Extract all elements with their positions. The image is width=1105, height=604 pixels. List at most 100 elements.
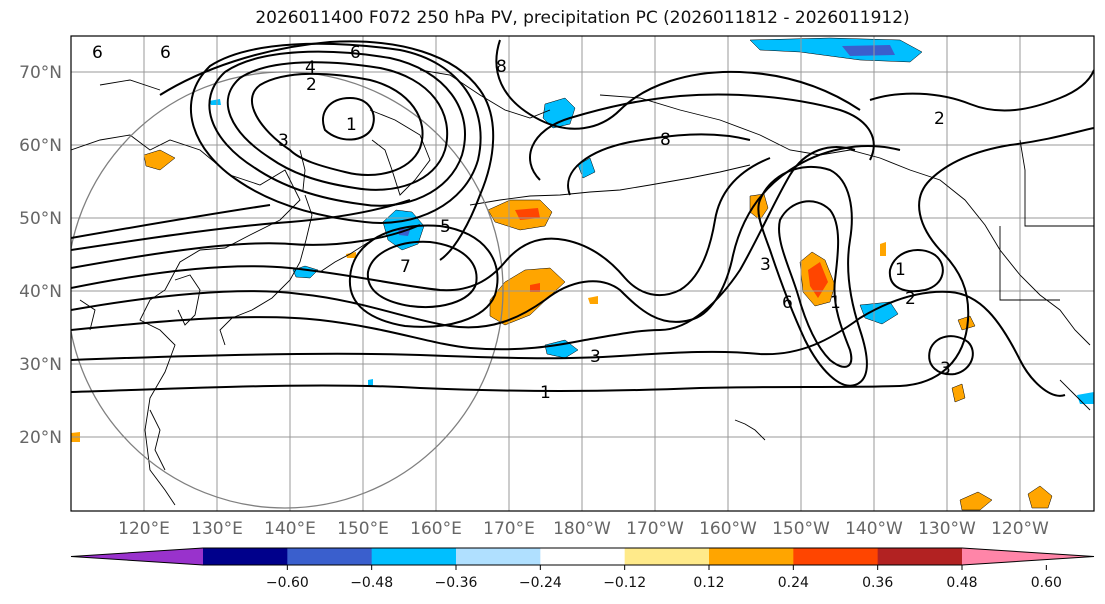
colorbar-segment bbox=[456, 548, 541, 565]
contour-label: 6 bbox=[92, 43, 103, 63]
coast-hawaii bbox=[734, 419, 766, 441]
lat-label: 20°N bbox=[19, 428, 62, 448]
pv-small-ring-3 bbox=[928, 335, 974, 376]
contour-label: 1 bbox=[346, 115, 357, 135]
pv-contour-7 bbox=[71, 199, 411, 251]
coast-asia bbox=[71, 134, 301, 506]
contour-label: 7 bbox=[400, 257, 411, 277]
colorbar-segment bbox=[793, 548, 879, 565]
lon-label: 160°E bbox=[410, 519, 462, 539]
colorbar-segment bbox=[540, 548, 626, 565]
lon-label: 180°W bbox=[553, 519, 611, 539]
colorbar-tick-label: −0.48 bbox=[350, 575, 393, 591]
contour-label: 3 bbox=[590, 347, 601, 367]
contour-label: 8 bbox=[660, 130, 671, 150]
colorbar-tick-label: −0.36 bbox=[435, 575, 478, 591]
colorbar-segment bbox=[709, 548, 794, 565]
map-title: 2026011400 F072 250 hPa PV, precipitatio… bbox=[255, 8, 910, 28]
contour-label: 5 bbox=[440, 217, 451, 237]
lon-label: 150°W bbox=[772, 519, 830, 539]
colorbar: −0.60 −0.48 −0.36 −0.24 −0.12 0.12 0.24 0.36 0.4… bbox=[70, 547, 1095, 591]
contour-label: 2 bbox=[905, 289, 916, 309]
colorbar-tick-label: −0.24 bbox=[519, 575, 562, 591]
contour-label: 1 bbox=[830, 293, 841, 313]
pv-bering-ridge bbox=[495, 39, 861, 130]
lat-label: 60°N bbox=[19, 136, 62, 156]
pv-small-ring-1 bbox=[888, 249, 944, 293]
colorbar-tick-label: 0.48 bbox=[946, 575, 977, 591]
pv-polar-ring-1 bbox=[250, 72, 424, 176]
lon-label: 170°W bbox=[626, 519, 684, 539]
lon-label: 150°E bbox=[337, 519, 389, 539]
colorbar-tick-label: −0.12 bbox=[603, 575, 646, 591]
colorbar-segment bbox=[371, 548, 457, 565]
lon-label: 170°E bbox=[483, 519, 535, 539]
pv-polar-ring-5 bbox=[322, 96, 375, 141]
longitude-labels: 120°E 130°E 140°E 150°E 160°E 170°E 180°… bbox=[118, 519, 1049, 539]
coast-aleutians bbox=[469, 164, 751, 206]
coast-sakhalin bbox=[299, 149, 306, 191]
contour-label: 1 bbox=[895, 260, 906, 280]
contour-label: 6 bbox=[782, 293, 793, 313]
contour-labels: 6 6 4 2 1 3 8 8 5 7 3 6 1 2 1 3 3 1 2 6 bbox=[92, 43, 951, 403]
lat-label: 50°N bbox=[19, 209, 62, 229]
pv-cutoff-low bbox=[366, 240, 478, 308]
contour-label: 2 bbox=[306, 75, 317, 95]
colorbar-segment bbox=[624, 548, 710, 565]
colorbar-tick-label: −0.60 bbox=[266, 575, 309, 591]
lat-label: 70°N bbox=[19, 63, 62, 83]
lon-label: 130°E bbox=[191, 519, 243, 539]
contour-label: 8 bbox=[496, 57, 507, 77]
contour-label: 1 bbox=[540, 383, 551, 403]
colorbar-extend-high bbox=[962, 548, 1094, 565]
contour-label: 6 bbox=[350, 43, 361, 63]
lon-label: 160°W bbox=[699, 519, 757, 539]
lon-label: 140°W bbox=[845, 519, 903, 539]
colorbar-tick-label: 0.12 bbox=[693, 575, 724, 591]
coast-mexico bbox=[1059, 379, 1091, 411]
colorbar-tick-label: 0.36 bbox=[862, 575, 893, 591]
pv-contour-8 bbox=[71, 204, 271, 239]
map-frame bbox=[70, 35, 1095, 512]
pv-cutoff-low-outer bbox=[348, 224, 499, 328]
coast-kamchatka bbox=[369, 109, 431, 196]
precip-negative-arctic bbox=[749, 37, 923, 63]
colorbar-outline bbox=[70, 547, 1095, 566]
pv-bering-ridge-2 bbox=[529, 93, 875, 181]
contour-label: 3 bbox=[278, 131, 289, 151]
precip-negative-bering bbox=[542, 97, 576, 129]
pv-polar-ring-2 bbox=[226, 61, 449, 191]
contour-label: 3 bbox=[940, 359, 951, 379]
contour-label: 2 bbox=[934, 109, 945, 129]
lon-label: 140°E bbox=[264, 519, 316, 539]
pv-bering-ridge-3 bbox=[567, 133, 751, 196]
pv-contours bbox=[71, 39, 1094, 397]
pv-contour-2 bbox=[71, 290, 1066, 397]
colorbar-tick-label: 0.60 bbox=[1031, 575, 1062, 591]
pv-polar-ring-4 bbox=[189, 42, 482, 224]
pv-polar-ring-3 bbox=[208, 50, 467, 207]
colorbar-segment bbox=[287, 548, 373, 565]
contour-label: 4 bbox=[305, 58, 316, 78]
pv-east-ridge bbox=[869, 69, 1094, 112]
lon-label: 130°W bbox=[918, 519, 976, 539]
coast-japan bbox=[219, 194, 313, 346]
range-circle bbox=[71, 71, 504, 509]
colorbar-segment bbox=[203, 548, 288, 565]
pv-contour-6 bbox=[71, 224, 421, 269]
colorbar-extend-low bbox=[71, 548, 203, 565]
colorbar-segment bbox=[877, 548, 963, 565]
pv-trough-east-2 bbox=[778, 200, 853, 368]
coast-alaska bbox=[599, 94, 1091, 346]
coast-philippines bbox=[149, 409, 166, 471]
pv-contour-1 bbox=[71, 127, 1094, 393]
pv-contour-3 bbox=[71, 146, 856, 351]
contour-label: 6 bbox=[160, 43, 171, 63]
lon-label: 120°W bbox=[991, 519, 1049, 539]
pv-outer-ring bbox=[159, 40, 495, 261]
lon-label: 120°E bbox=[118, 519, 170, 539]
pv-contour-5 bbox=[71, 157, 771, 297]
latitude-labels: 70°N 60°N 50°N 40°N 30°N 20°N bbox=[19, 63, 62, 448]
lat-label: 40°N bbox=[19, 282, 62, 302]
